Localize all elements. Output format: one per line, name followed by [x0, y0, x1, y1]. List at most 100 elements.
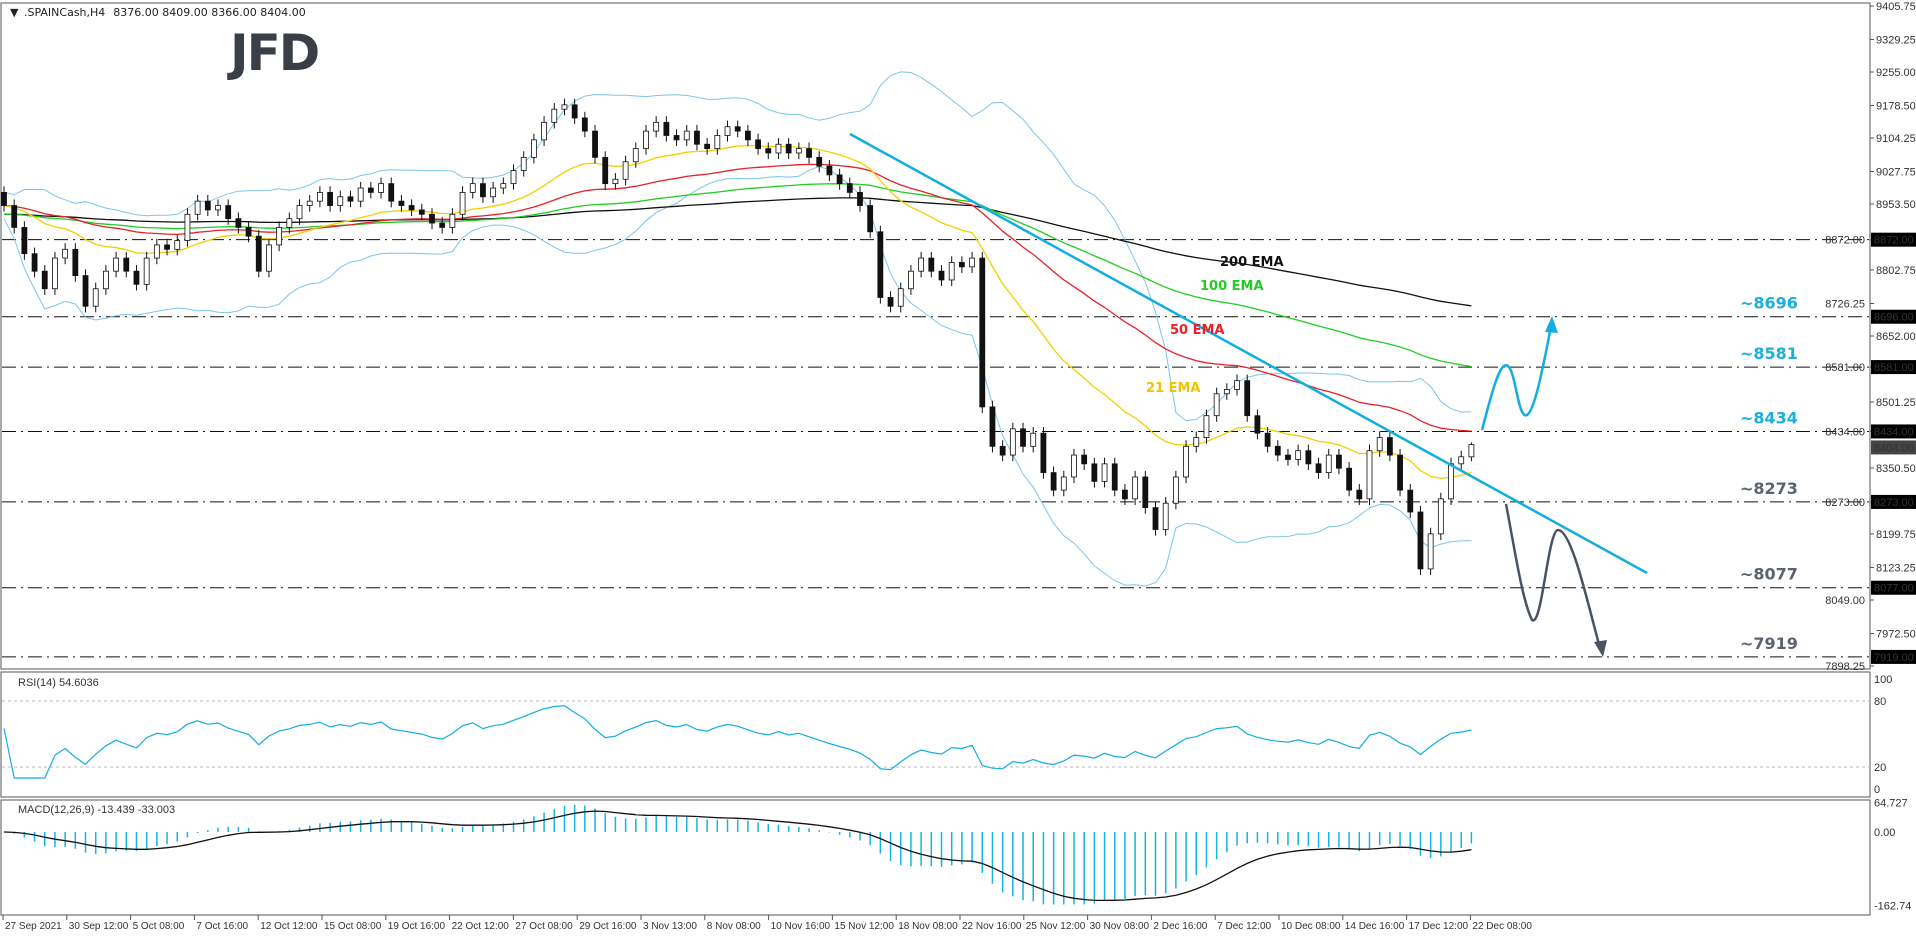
bearish-candle — [755, 139, 761, 150]
bearish-candle — [1111, 463, 1118, 491]
bullish-candle — [1101, 463, 1108, 482]
bearish-candle — [245, 227, 252, 237]
main-panel-border — [0, 2, 1871, 670]
bullish-candle — [1458, 456, 1465, 465]
collapse-arrow-icon[interactable]: ▼ — [10, 6, 19, 19]
bullish-candle — [622, 161, 629, 180]
macd-label: MACD(12,26,9) -13.439 -33.003 — [18, 804, 175, 816]
bearish-candle — [1152, 507, 1159, 530]
bullish-candle — [306, 200, 313, 206]
macd-tick-label: 0.00 — [1874, 827, 1895, 839]
bearish-candle — [21, 227, 28, 255]
bullish-candle — [714, 135, 721, 150]
macd-signal-line — [3, 810, 1472, 902]
bullish-candle — [469, 183, 476, 193]
bearish-candle — [999, 445, 1006, 456]
level-axis-badge — [1871, 360, 1916, 375]
bearish-candle — [765, 148, 772, 154]
x-tick-label: 15 Nov 12:00 — [834, 921, 894, 932]
x-tick-label: 17 Dec 12:00 — [1409, 921, 1469, 932]
x-tick-label: 7 Oct 16:00 — [196, 921, 248, 932]
y-tick-label: 9178.50 — [1876, 100, 1916, 112]
x-tick-label: 27 Oct 08:00 — [515, 921, 573, 932]
bearish-candle — [1305, 450, 1312, 465]
bearish-candle — [1336, 454, 1342, 469]
bullish-candle — [918, 257, 925, 272]
x-tick-label: 25 Nov 12:00 — [1026, 921, 1086, 932]
bullish-candle — [337, 196, 344, 206]
y-tick-label: 9329.25 — [1876, 34, 1916, 46]
bullish-candle — [357, 187, 364, 202]
macd-tick-label: 64.727 — [1874, 798, 1908, 810]
bullish-candle — [1448, 463, 1454, 500]
x-tick-label: 30 Nov 08:00 — [1090, 921, 1150, 932]
bearish-candle — [1, 191, 7, 206]
bullish-candle — [724, 126, 731, 136]
bullish-candle — [1030, 432, 1037, 447]
bearish-candle — [602, 156, 609, 185]
ema-50-label: 50 EMA — [1170, 323, 1225, 338]
bearish-candle — [327, 191, 333, 206]
bearish-candle — [836, 174, 843, 185]
y-tick-label: 9405.75 — [1876, 1, 1916, 13]
bearish-candle — [72, 248, 79, 276]
arrow-up-icon — [1545, 316, 1558, 333]
bullish-candle — [1132, 476, 1139, 500]
bullish-candle — [296, 205, 303, 220]
level-annotation: ~8434 — [1740, 408, 1798, 427]
y-tick-label: 8872.00 — [1825, 235, 1865, 247]
level-axis-label: 7919.00 — [1874, 652, 1914, 664]
bullish-candle — [490, 187, 497, 198]
y-tick-label: 8123.25 — [1876, 562, 1916, 574]
x-tick-label: 5 Oct 08:00 — [133, 921, 185, 932]
y-tick-label: 8350.50 — [1876, 463, 1916, 475]
bullish-candle — [1234, 380, 1240, 390]
bearish-candle — [204, 200, 211, 211]
bearish-candle — [1274, 445, 1281, 456]
bearish-candle — [347, 196, 354, 202]
bullish-candle — [1295, 450, 1302, 460]
bearish-candle — [1264, 432, 1271, 447]
bearish-candle — [133, 270, 140, 285]
bullish-candle — [1468, 444, 1475, 458]
bullish-candle — [969, 257, 975, 268]
level-axis-label: 8696.00 — [1874, 312, 1914, 324]
bearish-candle — [744, 130, 751, 141]
bearish-candle — [806, 148, 812, 158]
bullish-candle — [632, 148, 639, 163]
symbol-label: .SPAINCash,H4 — [24, 6, 105, 19]
bearish-candle — [887, 297, 894, 307]
bullish-candle — [62, 248, 69, 259]
bullish-candle — [775, 143, 782, 154]
level-annotation: ~8581 — [1740, 344, 1798, 363]
level-axis-badge — [1871, 494, 1916, 509]
bearish-candle — [1346, 467, 1353, 491]
arrow-down-icon — [1594, 640, 1607, 657]
x-tick-label: 15 Oct 08:00 — [324, 921, 382, 932]
bullish-candle — [1172, 476, 1179, 504]
ema-21-label: 21 EMA — [1146, 381, 1201, 396]
bullish-candle — [1376, 437, 1383, 452]
bearish-candle — [1397, 454, 1403, 491]
bullish-candle — [510, 170, 517, 185]
bullish-candle — [194, 200, 201, 215]
bullish-candle — [1162, 502, 1169, 530]
bearish-candle — [1386, 437, 1393, 456]
bullish-candle — [1325, 454, 1332, 473]
rsi-tick-label: 20 — [1874, 762, 1886, 774]
bearish-candle — [429, 213, 435, 224]
bearish-candle — [1081, 454, 1088, 465]
bullish-candle — [103, 270, 109, 290]
level-axis-badge — [1871, 580, 1916, 595]
y-tick-label: 9027.75 — [1876, 166, 1916, 178]
bearish-candle — [1142, 476, 1149, 509]
bearish-candle — [673, 135, 680, 141]
level-axis-badge — [1871, 424, 1916, 439]
y-tick-label: 8726.25 — [1825, 298, 1865, 310]
bearish-candle — [958, 262, 965, 268]
x-tick-label: 27 Sep 2021 — [5, 921, 62, 932]
bearish-candle — [938, 270, 945, 281]
bearish-candle — [225, 205, 232, 220]
bearish-candle — [1417, 511, 1424, 570]
